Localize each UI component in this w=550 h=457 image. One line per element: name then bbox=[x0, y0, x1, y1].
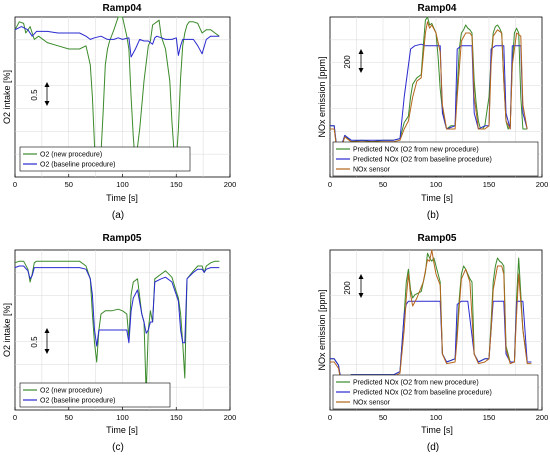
legend: Predicted NOx (O2 from new procedure) Pre… bbox=[332, 141, 539, 177]
x-tick-label: 50 bbox=[65, 180, 73, 189]
panel-b: Ramp04 0 50 100 150 200 NOx emission [ppm] T… bbox=[317, 3, 548, 221]
x-tick-label: 150 bbox=[170, 180, 183, 189]
panel-caption: (a) bbox=[112, 210, 124, 221]
legend-box bbox=[332, 374, 539, 410]
panel-caption: (c) bbox=[112, 442, 124, 453]
legend: O2 (new procedure) O2 (baseline procedure… bbox=[19, 382, 171, 408]
scale-marker: 0.5 bbox=[30, 82, 50, 106]
x-tick-label: 100 bbox=[430, 180, 443, 189]
legend-entry: O2 (baseline procedure) bbox=[40, 398, 116, 405]
scale-marker: 200 bbox=[343, 49, 364, 73]
x-tick-label: 0 bbox=[13, 180, 17, 189]
legend-entry: O2 (new procedure) bbox=[40, 152, 102, 159]
legend-box bbox=[332, 141, 539, 177]
chart-title: Ramp05 bbox=[418, 233, 457, 244]
legend-entry: O2 (baseline procedure) bbox=[40, 162, 116, 169]
panel-caption: (b) bbox=[427, 210, 439, 221]
series-line bbox=[14, 265, 220, 347]
scale-marker-label: 0.5 bbox=[30, 89, 39, 101]
y-axis-label: O2 intake [%] bbox=[2, 303, 12, 357]
x-tick-label: 200 bbox=[224, 413, 237, 422]
scale-marker-label: 200 bbox=[343, 55, 352, 69]
x-tick-label: 50 bbox=[379, 413, 387, 422]
series-line bbox=[14, 260, 220, 395]
x-tick-label: 50 bbox=[65, 413, 73, 422]
x-tick-label: 50 bbox=[379, 180, 387, 189]
series-group bbox=[14, 260, 220, 395]
legend-box bbox=[19, 146, 191, 172]
x-tick-label: 150 bbox=[483, 180, 496, 189]
x-tick-label: 100 bbox=[116, 180, 129, 189]
legend-entry: NOx sensor bbox=[353, 400, 391, 407]
chart-title: Ramp04 bbox=[418, 3, 457, 14]
x-tick-label: 0 bbox=[328, 413, 332, 422]
x-tick-label: 150 bbox=[170, 413, 183, 422]
legend-entry: Predicted NOx (O2 from baseline procedur… bbox=[353, 157, 492, 164]
legend-entry: NOx sensor bbox=[353, 167, 391, 174]
x-tick-label: 200 bbox=[224, 180, 237, 189]
scale-marker-label: 200 bbox=[343, 281, 352, 295]
panel-a: Ramp04 0 50 100 150 200 O2 intake [%] Time [… bbox=[2, 3, 236, 221]
x-tick-label: 0 bbox=[13, 413, 17, 422]
scale-marker-arrowhead-down bbox=[44, 101, 50, 106]
scale-marker-arrowhead-down bbox=[44, 349, 50, 354]
legend: O2 (new procedure) O2 (baseline procedure… bbox=[19, 146, 191, 172]
chart-title: Ramp05 bbox=[103, 233, 142, 244]
panel-caption: (d) bbox=[427, 442, 439, 453]
x-tick-label: 0 bbox=[328, 180, 332, 189]
scale-marker-arrowhead-up bbox=[44, 82, 50, 87]
x-axis-label: Time [s] bbox=[106, 425, 138, 435]
y-axis-label: NOx emission [ppm] bbox=[317, 289, 327, 370]
x-axis-label: Time [s] bbox=[106, 193, 138, 203]
x-axis-label: Time [s] bbox=[421, 193, 453, 203]
scale-marker: 0.5 bbox=[30, 328, 50, 354]
scale-marker-arrowhead-up bbox=[358, 49, 364, 54]
scale-marker: 200 bbox=[343, 274, 364, 298]
x-tick-label: 200 bbox=[536, 413, 549, 422]
legend-entry: O2 (new procedure) bbox=[40, 388, 102, 395]
scale-marker-arrowhead-down bbox=[358, 68, 364, 73]
legend-box bbox=[19, 382, 171, 408]
x-tick-label: 200 bbox=[536, 180, 549, 189]
scale-marker-arrowhead-up bbox=[44, 328, 50, 333]
legend-entry: Predicted NOx (O2 from new procedure) bbox=[353, 380, 479, 387]
legend-entry: Predicted NOx (O2 from new procedure) bbox=[353, 147, 479, 154]
x-ticks: 0 50 100 150 200 bbox=[13, 174, 236, 189]
scale-marker-arrowhead-up bbox=[358, 274, 364, 279]
legend: Predicted NOx (O2 from new procedure) Pre… bbox=[332, 374, 539, 410]
panel-c: Ramp05 0 50 100 150 200 O2 intake [%] Time [… bbox=[2, 233, 236, 453]
chart-title: Ramp04 bbox=[103, 3, 142, 14]
series-line bbox=[14, 26, 220, 58]
panel-d: Ramp05 0 50 100 150 200 NOx emission [ppm] T… bbox=[317, 233, 548, 453]
x-tick-label: 100 bbox=[116, 413, 129, 422]
scale-marker-arrowhead-down bbox=[358, 293, 364, 298]
legend-entry: Predicted NOx (O2 from baseline procedur… bbox=[353, 390, 492, 397]
y-axis-label: O2 intake [%] bbox=[2, 70, 12, 124]
y-axis-label: NOx emission [ppm] bbox=[317, 56, 327, 137]
x-tick-label: 100 bbox=[430, 413, 443, 422]
x-axis-label: Time [s] bbox=[421, 425, 453, 435]
x-tick-label: 150 bbox=[483, 413, 496, 422]
scale-marker-label: 0.5 bbox=[30, 336, 39, 348]
x-ticks: 0 50 100 150 200 bbox=[13, 407, 236, 422]
